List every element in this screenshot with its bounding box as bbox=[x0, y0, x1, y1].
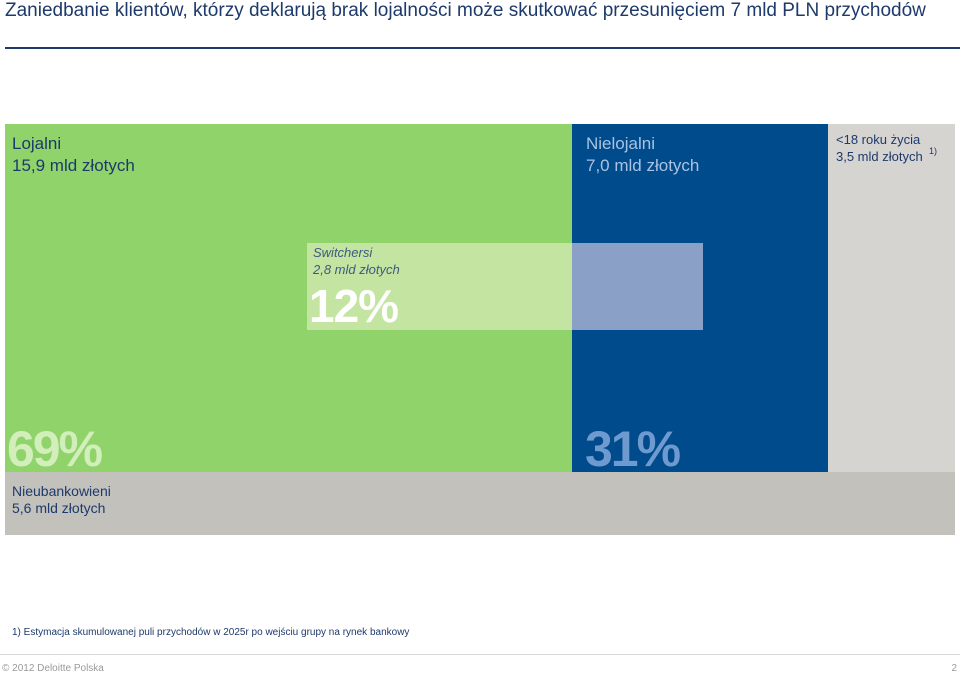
switchers-value: 2,8 mld złotych bbox=[313, 262, 400, 277]
nonloyal-percent: 31% bbox=[585, 421, 681, 477]
nonloyal-label: Nielojalni bbox=[586, 134, 655, 153]
loyal-value: 15,9 mld złotych bbox=[12, 156, 135, 175]
switchers-percent: 12% bbox=[309, 280, 399, 332]
under18-label: <18 roku życia bbox=[836, 132, 921, 147]
segment-unbanked-block bbox=[5, 472, 955, 535]
loyal-percent: 69% bbox=[7, 421, 103, 477]
nonloyal-value: 7,0 mld złotych bbox=[586, 156, 700, 175]
page-number: 2 bbox=[951, 663, 957, 674]
page-title: Zaniedbanie klientów, którzy deklarują b… bbox=[5, 0, 926, 21]
unbanked-label: Nieubankowieni bbox=[12, 483, 111, 499]
segment-under18-block bbox=[828, 124, 955, 472]
unbanked-value: 5,6 mld złotych bbox=[12, 500, 106, 516]
footer-copyright: © 2012 Deloitte Polska bbox=[2, 663, 104, 674]
under18-value: 3,5 mld złotych bbox=[836, 149, 923, 164]
loyal-label: Lojalni bbox=[12, 134, 62, 153]
footnote: 1) Estymacja skumulowanej puli przychodó… bbox=[12, 627, 410, 638]
segment-switchers-loyal-part bbox=[307, 243, 572, 330]
title-divider bbox=[5, 47, 960, 49]
switchers-label: Switchersi bbox=[313, 245, 373, 260]
segment-switchers-nonloyal-part bbox=[572, 243, 703, 330]
footer-divider bbox=[0, 654, 960, 655]
under18-footnote-ref: 1) bbox=[929, 146, 938, 156]
